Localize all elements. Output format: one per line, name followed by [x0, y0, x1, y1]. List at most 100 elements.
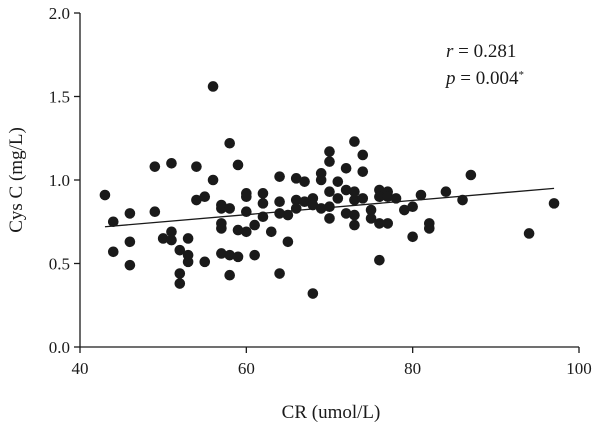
x-tick-label: 40 — [72, 359, 89, 378]
data-point — [365, 204, 377, 216]
r-value: = 0.281 — [453, 41, 516, 62]
data-point — [523, 228, 535, 239]
data-point — [274, 268, 285, 279]
data-point — [357, 193, 369, 204]
data-point — [357, 149, 369, 161]
data-point — [340, 184, 352, 196]
data-point — [399, 204, 410, 216]
data-point — [324, 146, 335, 157]
data-point — [174, 244, 186, 256]
data-point — [290, 194, 302, 206]
data-point — [249, 219, 260, 231]
data-point — [457, 194, 468, 206]
data-points — [99, 81, 560, 299]
data-point — [290, 173, 302, 184]
data-point — [199, 256, 211, 268]
data-point — [232, 224, 244, 236]
data-point — [424, 223, 435, 234]
data-point — [241, 191, 252, 202]
r-annotation: r = 0.281 — [446, 41, 516, 62]
data-point — [415, 189, 427, 201]
data-point — [365, 213, 377, 224]
data-point — [307, 288, 319, 299]
data-point — [124, 208, 136, 219]
data-point — [324, 201, 335, 213]
data-point — [290, 203, 302, 214]
data-point — [216, 203, 227, 214]
data-point — [349, 219, 360, 231]
x-tick-label: 60 — [238, 359, 255, 378]
data-point — [274, 171, 285, 182]
data-point — [166, 158, 177, 169]
data-point — [257, 188, 269, 199]
data-point — [382, 191, 394, 202]
data-point — [182, 233, 194, 244]
data-point — [174, 268, 186, 279]
y-axis-title: Cys C (mg/L) — [6, 127, 27, 233]
data-point — [182, 256, 194, 268]
data-point — [440, 186, 452, 197]
data-point — [257, 198, 269, 209]
data-point — [124, 236, 136, 248]
data-point — [107, 246, 119, 258]
data-point — [207, 174, 219, 186]
data-point — [349, 136, 360, 147]
data-point — [191, 194, 202, 206]
data-point — [199, 191, 211, 202]
data-point — [332, 193, 344, 204]
data-point — [216, 223, 227, 234]
data-point — [374, 254, 385, 266]
data-point — [407, 201, 418, 213]
data-point — [99, 189, 111, 201]
data-point — [324, 186, 335, 197]
y-tick-label: 1.0 — [49, 171, 70, 190]
data-point — [282, 209, 294, 221]
r-symbol: r — [446, 41, 454, 62]
data-point — [191, 161, 202, 172]
data-point — [157, 233, 169, 244]
x-axis-title: CR (umol/L) — [282, 402, 381, 422]
p-annotation: p = 0.004* — [444, 68, 524, 89]
x-tick-label: 100 — [566, 359, 592, 378]
data-point — [166, 226, 177, 238]
data-point — [315, 174, 327, 186]
data-point — [407, 231, 418, 243]
y-tick-label: 0.0 — [49, 338, 70, 357]
data-point — [324, 213, 335, 224]
data-point — [357, 166, 369, 177]
data-point — [382, 218, 394, 229]
data-point — [249, 249, 260, 261]
axes — [79, 13, 579, 348]
data-point — [149, 161, 161, 172]
data-point — [216, 248, 227, 259]
y-tick-label: 2.0 — [49, 4, 70, 23]
p-value: = 0.004 — [456, 68, 519, 89]
trend-line — [104, 187, 555, 228]
data-point — [548, 198, 560, 209]
data-point — [299, 176, 310, 187]
y-ticks: 0.0 0.5 1.0 1.5 2.0 — [49, 4, 80, 357]
data-point — [241, 226, 252, 238]
data-point — [374, 191, 385, 202]
data-point — [224, 269, 235, 281]
data-point — [149, 206, 161, 218]
p-significance-mark: * — [518, 69, 524, 81]
data-point — [282, 236, 294, 248]
x-tick-label: 80 — [404, 359, 421, 378]
p-symbol: p — [444, 68, 456, 89]
data-point — [307, 199, 319, 211]
data-point — [232, 251, 244, 263]
data-point — [374, 218, 385, 229]
data-point — [324, 156, 335, 167]
data-point — [349, 186, 360, 197]
data-point — [107, 216, 119, 228]
y-tick-label: 0.5 — [49, 255, 70, 274]
data-point — [340, 163, 352, 174]
data-point — [224, 137, 235, 149]
data-point — [224, 249, 235, 261]
data-point — [349, 209, 360, 221]
data-point — [166, 234, 177, 246]
data-point — [265, 226, 277, 238]
data-point — [274, 208, 285, 219]
